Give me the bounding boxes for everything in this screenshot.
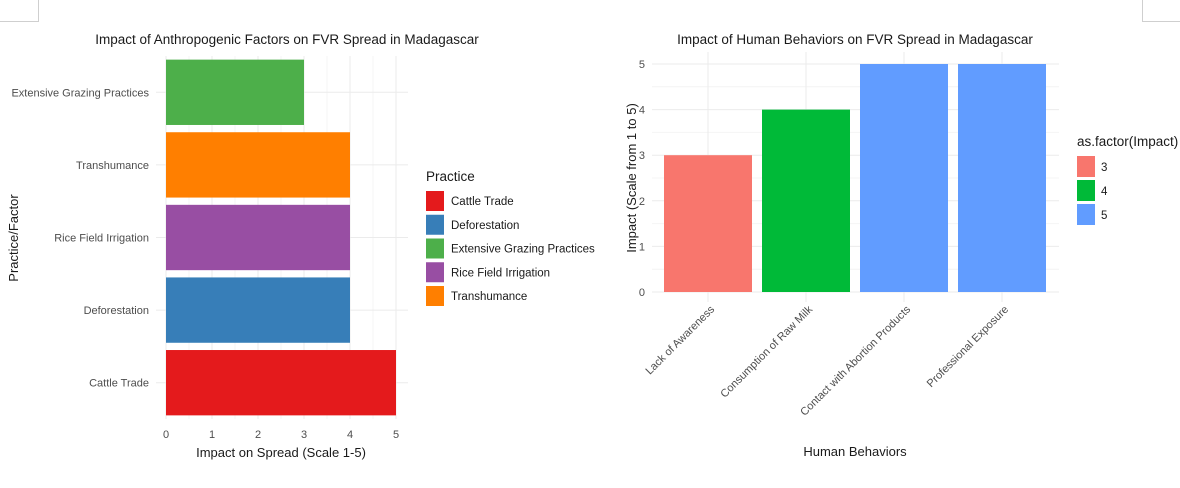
left-chart-title: Impact of Anthropogenic Factors on FVR S… bbox=[95, 32, 479, 47]
left-y-tick-label: Transhumance bbox=[76, 160, 149, 172]
right-x-tick-label: Contact with Abortion Products bbox=[798, 303, 913, 418]
left-bar-cattle-trade bbox=[166, 350, 396, 416]
right-legend-label: 3 bbox=[1101, 162, 1107, 174]
left-legend-label: Deforestation bbox=[451, 220, 519, 232]
window-corner-right bbox=[1142, 0, 1180, 22]
right-y-tick-label: 4 bbox=[639, 105, 645, 117]
left-legend-swatch bbox=[426, 214, 444, 235]
left-x-tick-label: 0 bbox=[163, 429, 169, 441]
left-legend-swatch bbox=[426, 191, 444, 211]
left-bar-extensive-grazing-practices bbox=[166, 59, 304, 125]
left-y-tick-label: Cattle Trade bbox=[89, 378, 149, 390]
right-legend-swatch bbox=[1077, 180, 1095, 201]
right-x-tick-label: Professional Exposure bbox=[925, 304, 1011, 390]
right-chart: 0 1 2 3 4 5 Lack of Awareness Consumption of Ra… bbox=[639, 52, 1108, 418]
right-legend-swatch bbox=[1077, 156, 1095, 177]
left-x-tick-label: 2 bbox=[255, 429, 261, 441]
left-chart: 0 1 2 3 4 5 Cattle Trade Deforestation Rice Fiel… bbox=[11, 56, 595, 441]
right-bar-consumption-of-raw-milk bbox=[762, 109, 850, 292]
right-legend-label: 4 bbox=[1101, 186, 1108, 198]
left-y-tick-label: Rice Field Irrigation bbox=[54, 233, 149, 245]
left-x-axis-title: Impact on Spread (Scale 1-5) bbox=[196, 445, 366, 460]
right-y-tick-label: 3 bbox=[639, 150, 645, 162]
left-legend-label: Cattle Trade bbox=[451, 196, 514, 208]
right-x-tick-label: Consumption of Raw Milk bbox=[718, 303, 815, 400]
left-legend-swatch bbox=[426, 238, 444, 259]
left-legend-label: Rice Field Irrigation bbox=[451, 267, 550, 279]
right-bar-contact-with-abortion-products bbox=[860, 64, 948, 292]
left-x-tick-label: 1 bbox=[209, 429, 215, 441]
left-y-axis-title: Practice/Factor bbox=[6, 194, 21, 282]
right-x-axis-title: Human Behaviors bbox=[803, 444, 907, 459]
left-bar-transhumance bbox=[166, 132, 350, 198]
left-x-tick-label: 5 bbox=[393, 429, 399, 441]
left-x-tick-label: 4 bbox=[347, 429, 353, 441]
right-y-tick-label: 5 bbox=[639, 59, 645, 71]
left-y-tick-label: Extensive Grazing Practices bbox=[11, 87, 149, 99]
left-legend-swatch bbox=[426, 262, 444, 283]
right-y-axis-title: Impact (Scale from 1 to 5) bbox=[624, 103, 639, 253]
left-bar-deforestation bbox=[166, 277, 350, 343]
right-y-tick-label: 0 bbox=[639, 287, 645, 299]
right-bar-lack-of-awareness bbox=[664, 155, 752, 292]
left-legend-swatch bbox=[426, 286, 444, 306]
right-chart-title: Impact of Human Behaviors on FVR Spread … bbox=[677, 32, 1033, 47]
left-legend-label: Extensive Grazing Practices bbox=[451, 244, 595, 256]
left-legend-label: Transhumance bbox=[451, 291, 527, 303]
right-legend-title: as.factor(Impact) bbox=[1077, 134, 1178, 149]
right-bar-professional-exposure bbox=[958, 64, 1046, 292]
window-corner-left bbox=[0, 0, 39, 22]
left-y-tick-label: Deforestation bbox=[84, 305, 149, 317]
left-x-tick-label: 3 bbox=[301, 429, 307, 441]
left-legend-title: Practice bbox=[426, 169, 475, 184]
right-legend-label: 5 bbox=[1101, 210, 1107, 222]
right-legend-swatch bbox=[1077, 204, 1095, 225]
left-bar-rice-field-irrigation bbox=[166, 204, 350, 271]
right-y-tick-label: 2 bbox=[639, 196, 645, 208]
right-x-tick-label: Lack of Awareness bbox=[643, 303, 717, 377]
right-y-tick-label: 1 bbox=[639, 241, 645, 253]
